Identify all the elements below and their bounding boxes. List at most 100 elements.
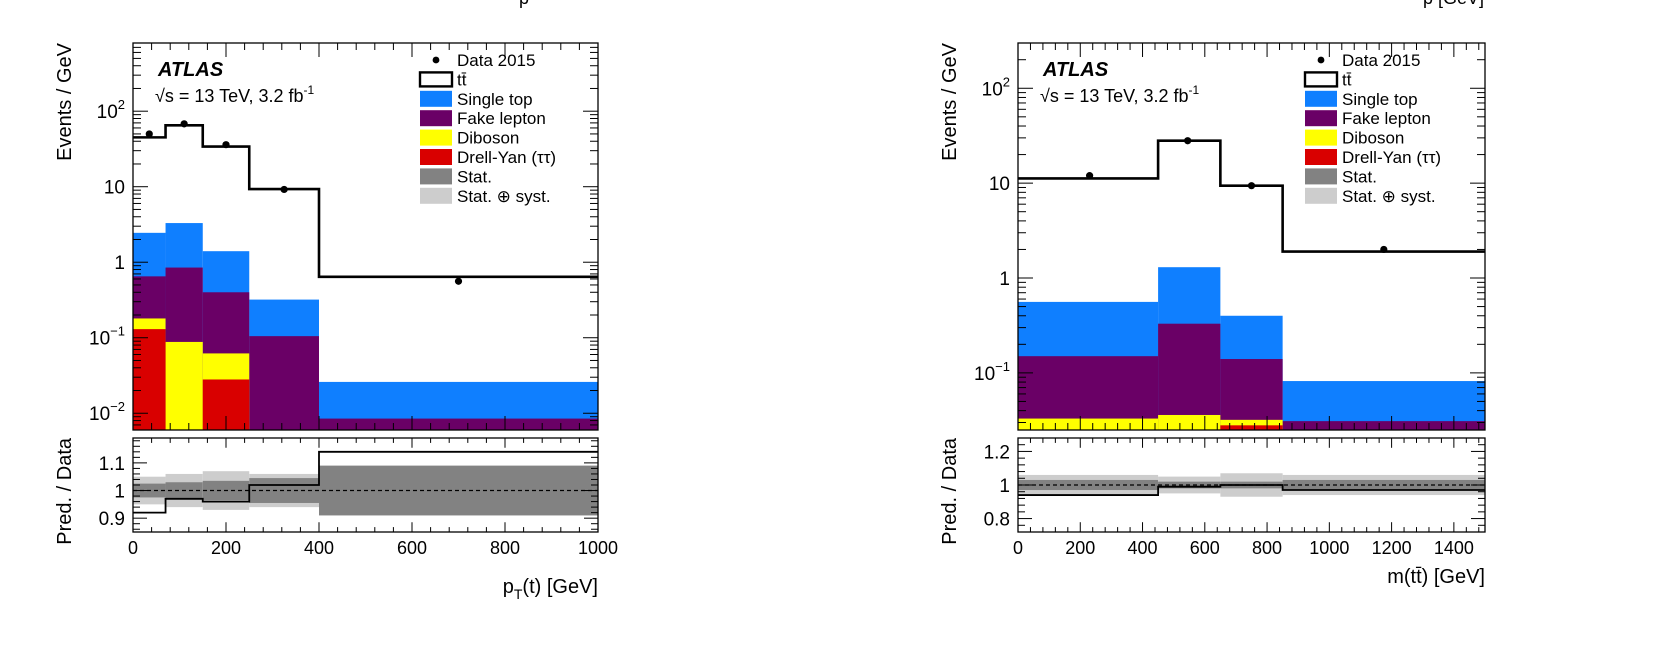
ratio-y-tick-label: 1.1: [99, 454, 125, 475]
legend-swatch-single-top: [1305, 90, 1337, 107]
y-tick-exponent: −2: [110, 399, 125, 414]
data-point: [145, 130, 153, 138]
legend-label-ttbar: tt̄: [457, 70, 467, 89]
x-tick-label: 200: [1065, 538, 1095, 558]
energy-label: √s = 13 TeV, 3.2 fb-1: [1040, 83, 1199, 106]
legend-swatch-fake-lepton: [420, 110, 452, 127]
legend-swatch-diboson: [420, 129, 452, 146]
legend-swatch-single-top: [420, 90, 452, 107]
y-tick-exponent: −1: [110, 324, 125, 339]
y-tick-label: 10−1: [974, 359, 1010, 385]
x-tick-label: 800: [1252, 538, 1282, 558]
bar-drell-yan: [1220, 425, 1283, 430]
atlas-label: ATLAS: [157, 59, 224, 81]
ratio-y-tick-label: 0.9: [99, 509, 125, 530]
legend-label-stat: Stat.: [457, 167, 492, 186]
y-tick-base: 1: [999, 269, 1010, 290]
x-tick-label: 1000: [578, 538, 618, 558]
legend-label-fake-lepton: Fake lepton: [1342, 109, 1431, 128]
y-tick-label: 10−1: [89, 324, 125, 350]
data-point: [1086, 172, 1094, 180]
x-axis-label: pT(t) [GeV]: [503, 576, 598, 602]
data-point: [1380, 245, 1388, 254]
y-tick-label: 10: [104, 178, 125, 199]
legend-swatch-ttbar: [418, 71, 454, 88]
data-point: [222, 141, 230, 149]
legend-label-drell-yan: Drell-Yan (ττ): [457, 148, 556, 167]
y-tick-label: 1: [999, 269, 1010, 290]
legend-swatch-drell-yan: [1305, 149, 1337, 165]
y-tick-base: 10: [989, 174, 1010, 195]
legend-swatch-ttbar: [1303, 71, 1339, 88]
legend-label-single-top: Single top: [1342, 90, 1418, 109]
data-point: [454, 277, 463, 285]
bar-fake-lepton: [1220, 359, 1283, 430]
main-plot-area: [133, 120, 598, 430]
ratio-y-tick-label: 1.2: [984, 442, 1010, 463]
ratio-y-axis-label: Pred. / Data: [54, 437, 76, 545]
main-plot-area: [1018, 137, 1485, 430]
x-axis-label-rest: (t) [GeV]: [522, 576, 598, 598]
main-frame: [1017, 42, 1486, 431]
ratio-plot-area: [133, 450, 598, 516]
y-axis-label: Events / GeV: [939, 42, 961, 160]
ratio-y-tick-label: 1: [999, 476, 1010, 497]
legend-label-ttbar: tt̄: [1342, 70, 1352, 89]
y-tick-exponent: −1: [995, 359, 1010, 374]
ratio-step-line: [133, 450, 598, 514]
x-axis-label: m(tt̄) [GeV]: [1387, 566, 1485, 588]
y-tick-base: 1: [114, 253, 125, 274]
energy-label: √s = 13 TeV, 3.2 fb-1: [155, 83, 314, 106]
x-tick-label: 200: [211, 538, 241, 558]
bar-fake-lepton: [1282, 421, 1485, 430]
legend-swatch-stat: [1305, 168, 1337, 185]
bar-fake-lepton: [1018, 356, 1159, 430]
x-tick-label: 1200: [1372, 538, 1412, 558]
legend-label-syst: Stat. ⊕ syst.: [457, 187, 551, 206]
ratio-y-tick-label: 1: [114, 482, 125, 503]
legend-swatch-drell-yan: [420, 149, 452, 165]
x-tick-label: 1400: [1434, 538, 1474, 558]
ratio-y-axis-label: Pred. / Data: [939, 437, 961, 545]
legend-label-stat: Stat.: [1342, 167, 1377, 186]
cut-label-left: p: [519, 0, 529, 8]
cut-label-right: p [GeV]: [1423, 0, 1484, 8]
y-tick-exponent: 2: [118, 97, 125, 112]
x-tick-label: 600: [1190, 538, 1220, 558]
legend-swatch-stat: [420, 168, 452, 185]
y-tick-label: 102: [982, 74, 1010, 100]
ratio-plot-area: [1018, 473, 1485, 497]
bar-fake-lepton: [1158, 323, 1221, 430]
legend-swatch-syst: [1305, 187, 1337, 204]
energy-label-main: √s = 13 TeV, 3.2 fb: [155, 86, 304, 106]
legend-label-fake-lepton: Fake lepton: [457, 109, 546, 128]
y-tick-label: 10: [989, 174, 1010, 195]
y-tick-base: 10: [97, 102, 118, 123]
energy-label-main: √s = 13 TeV, 3.2 fb: [1040, 86, 1189, 106]
bar-diboson: [165, 341, 203, 430]
legend-label-data: Data 2015: [457, 51, 535, 70]
data-point: [280, 185, 288, 194]
y-tick-base: 10: [104, 178, 125, 199]
main-frame: [132, 42, 599, 431]
x-tick-label: 600: [397, 538, 427, 558]
x-tick-label: 400: [304, 538, 334, 558]
x-axis-label-base: m(tt̄) [GeV]: [1387, 566, 1485, 588]
x-tick-label: 0: [128, 538, 138, 558]
ttbar-step-line: [1018, 139, 1485, 253]
y-axis-label: Events / GeV: [54, 42, 76, 160]
data-point: [180, 120, 188, 128]
y-tick-base: 10: [89, 404, 110, 425]
x-axis-label-base: p: [503, 576, 514, 598]
y-tick-label: 102: [97, 97, 125, 123]
legend-label-syst: Stat. ⊕ syst.: [1342, 187, 1436, 206]
legend-swatch-diboson: [1305, 129, 1337, 146]
data-point: [1184, 137, 1192, 145]
data-point: [1247, 182, 1256, 190]
legend-label-diboson: Diboson: [457, 129, 519, 148]
legend-label-diboson: Diboson: [1342, 129, 1404, 148]
legend-swatch-fake-lepton: [1305, 110, 1337, 127]
